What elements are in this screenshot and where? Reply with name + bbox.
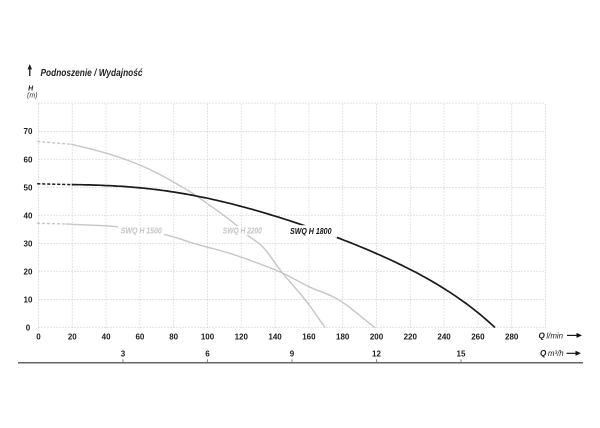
svg-text:Podnoszenie / Wydajność: Podnoszenie / Wydajność <box>41 68 143 79</box>
svg-text:260: 260 <box>471 333 485 342</box>
svg-text:240: 240 <box>437 333 451 342</box>
svg-text:10: 10 <box>24 295 33 304</box>
svg-text:60: 60 <box>24 155 33 164</box>
svg-text:120: 120 <box>235 333 249 342</box>
svg-text:70: 70 <box>24 127 33 136</box>
svg-text:60: 60 <box>135 333 144 342</box>
svg-text:Q m³/h: Q m³/h <box>540 349 564 358</box>
svg-text:(m): (m) <box>27 92 38 99</box>
svg-text:12: 12 <box>372 350 381 359</box>
svg-text:30: 30 <box>24 239 33 248</box>
svg-text:20: 20 <box>24 267 33 276</box>
svg-text:50: 50 <box>24 183 33 192</box>
svg-text:15: 15 <box>457 350 466 359</box>
svg-text:SWQ H 1800: SWQ H 1800 <box>290 226 332 236</box>
svg-text:180: 180 <box>336 333 350 342</box>
svg-text:0: 0 <box>36 333 41 342</box>
svg-text:SWQ H 1500: SWQ H 1500 <box>121 225 162 235</box>
svg-text:20: 20 <box>68 333 77 342</box>
svg-text:9: 9 <box>290 350 295 359</box>
svg-text:6: 6 <box>205 350 210 359</box>
svg-text:40: 40 <box>24 211 33 220</box>
svg-text:280: 280 <box>505 333 519 342</box>
svg-text:160: 160 <box>302 333 316 342</box>
svg-text:H: H <box>28 85 34 92</box>
svg-text:140: 140 <box>268 333 282 342</box>
svg-text:3: 3 <box>121 350 126 359</box>
svg-text:80: 80 <box>169 333 178 342</box>
svg-text:SWQ H 2200: SWQ H 2200 <box>223 225 262 235</box>
svg-text:Q l/min: Q l/min <box>539 331 564 340</box>
svg-text:200: 200 <box>370 333 384 342</box>
svg-text:220: 220 <box>404 333 418 342</box>
svg-text:100: 100 <box>201 333 215 342</box>
svg-text:0: 0 <box>26 323 31 332</box>
svg-text:40: 40 <box>102 333 111 342</box>
